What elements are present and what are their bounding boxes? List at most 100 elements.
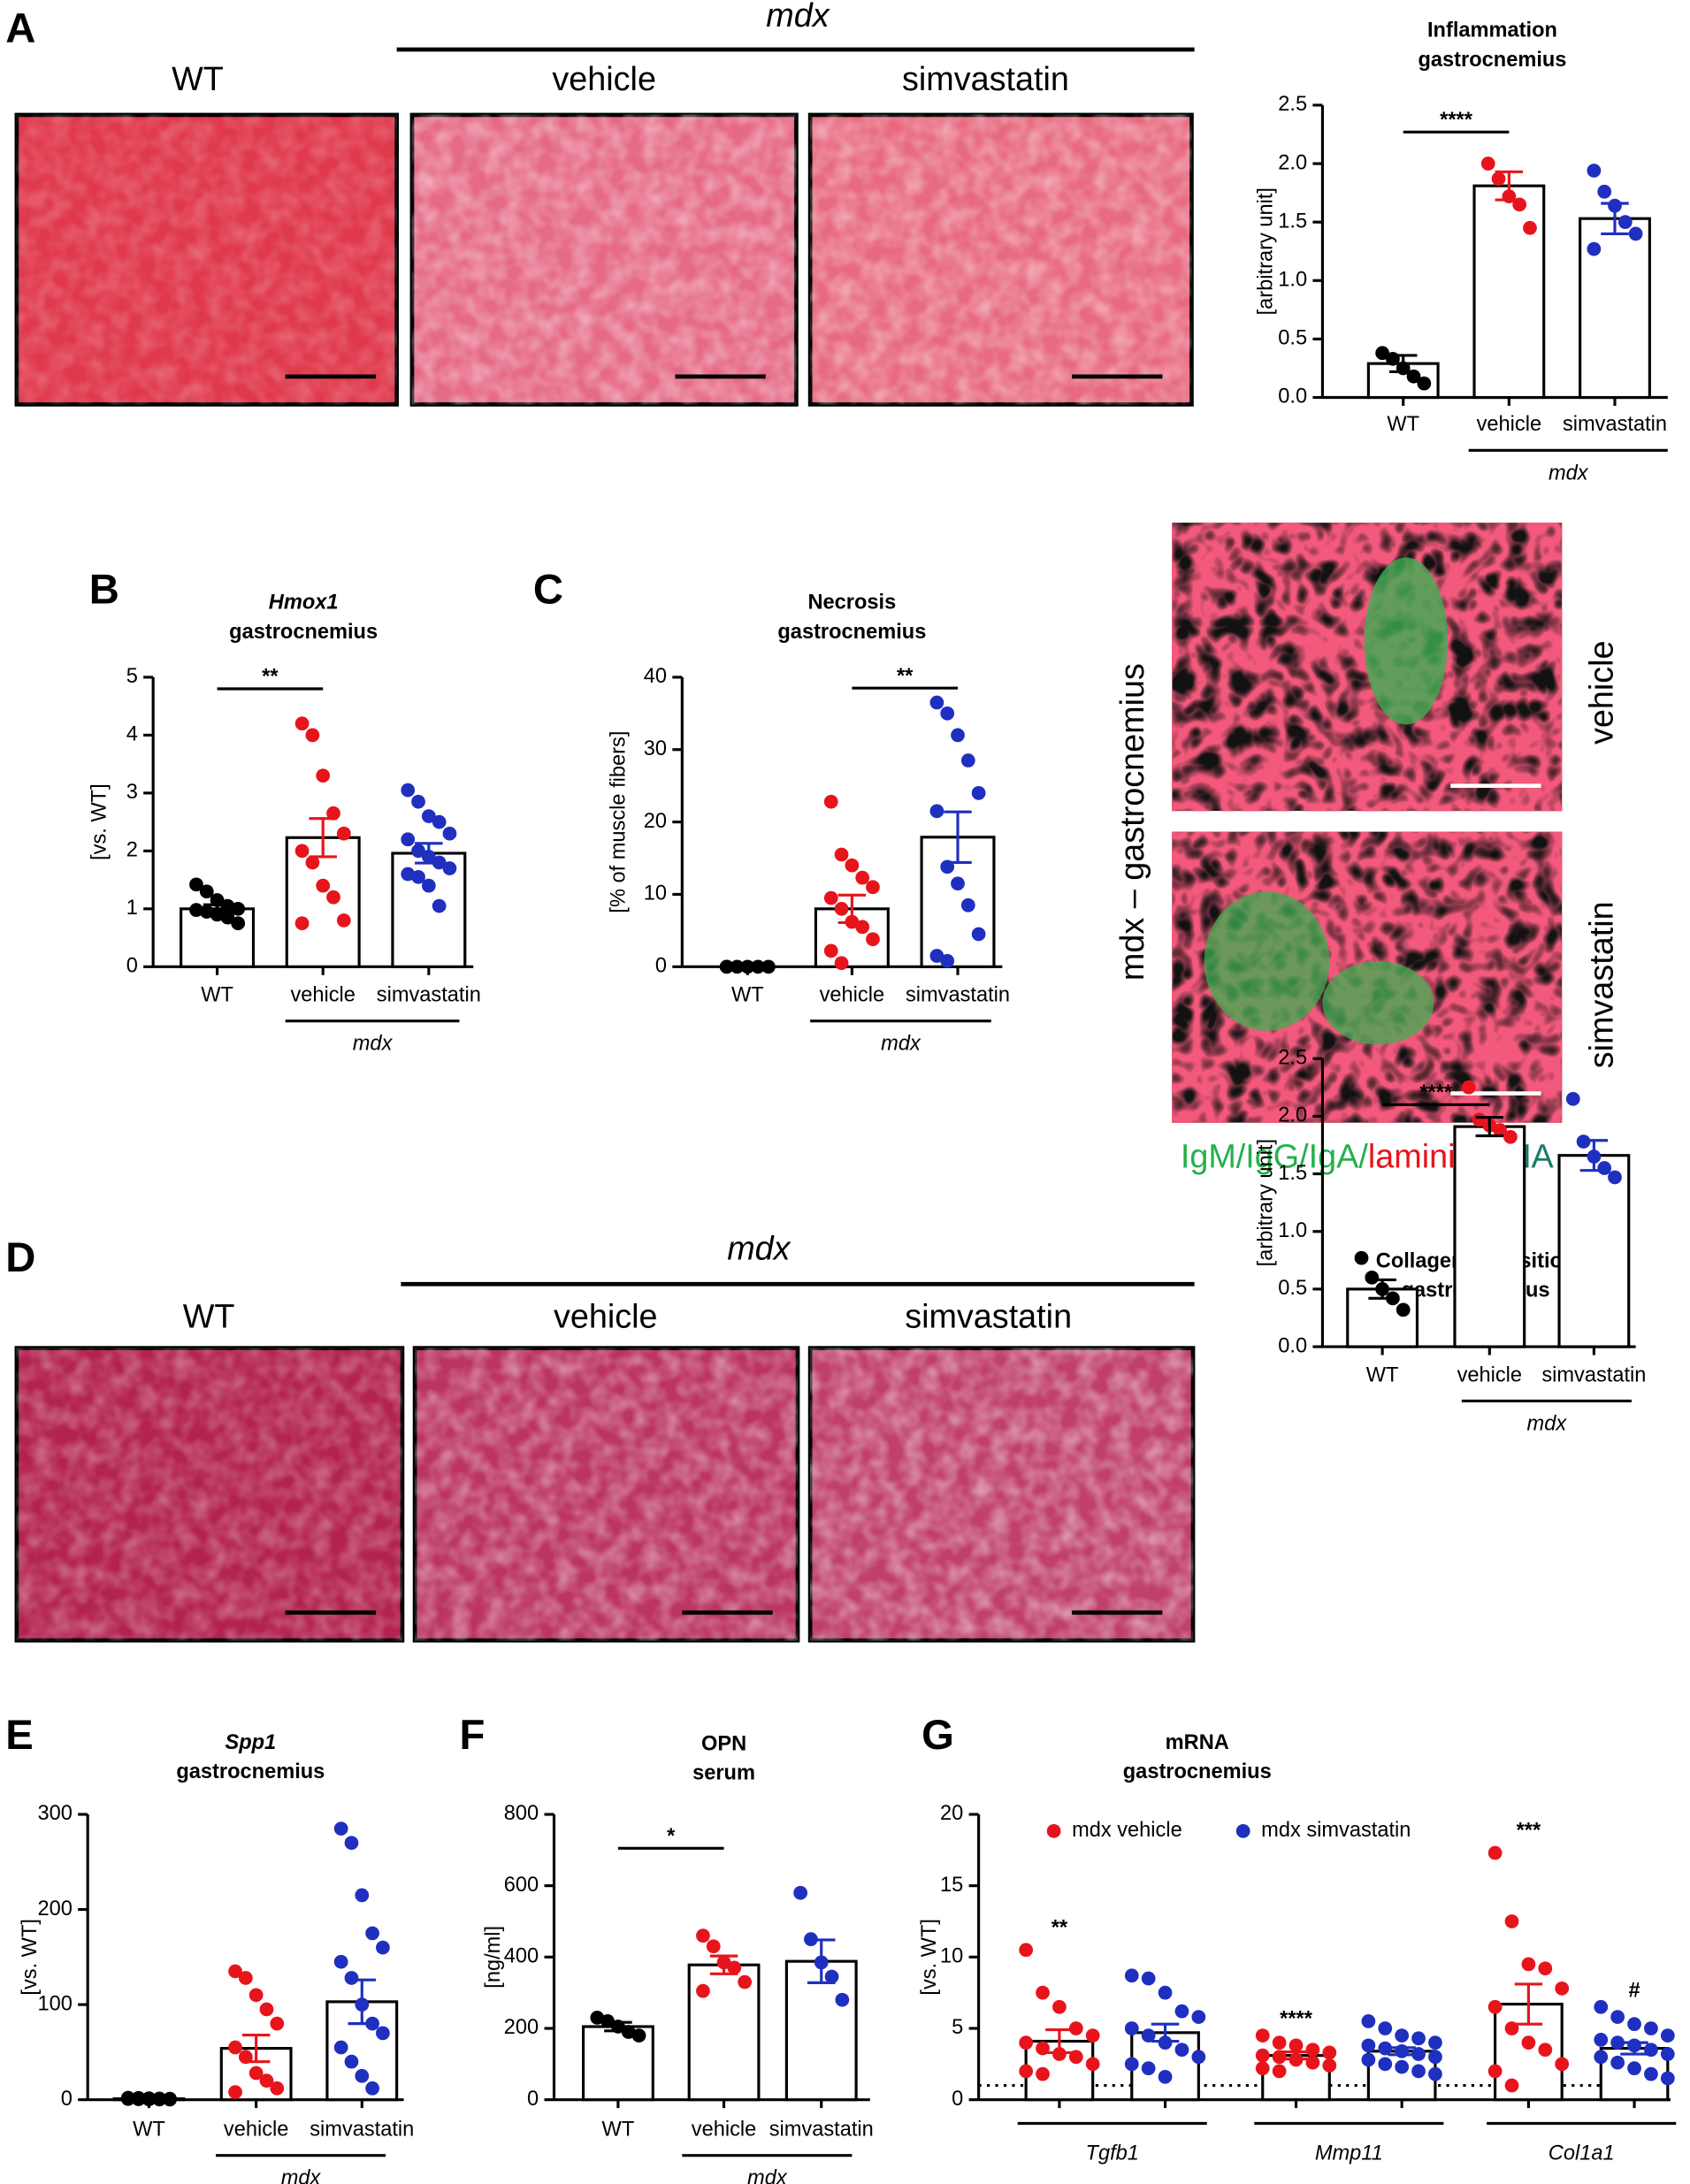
data-point	[738, 1974, 753, 1989]
data-point	[1141, 2061, 1156, 2076]
data-point	[1378, 2041, 1393, 2056]
error-bar	[1620, 2041, 1648, 2056]
data-point	[336, 826, 351, 841]
data-point	[1255, 2028, 1270, 2043]
data-point	[1036, 1985, 1050, 2000]
stain	[1364, 557, 1449, 725]
data-point	[1396, 1302, 1411, 1317]
data-point	[421, 878, 436, 893]
data-point	[1487, 2064, 1503, 2079]
x-tick-label: simvastatin	[377, 984, 481, 1007]
data-point	[971, 786, 986, 800]
image-texture	[810, 114, 1192, 405]
data-point	[1660, 2028, 1675, 2043]
image-label: simvastatin	[1583, 901, 1620, 1068]
data-point	[1322, 2058, 1337, 2073]
image-texture	[810, 1348, 1194, 1641]
data-point	[376, 2026, 390, 2041]
data-point	[401, 832, 416, 847]
y-axis-label: [% of muscle fibers]	[608, 731, 631, 913]
y-tick-label: 400	[504, 1945, 539, 1968]
x-tick-label: vehicle	[224, 2119, 289, 2142]
data-point	[1411, 2031, 1426, 2046]
data-point	[305, 855, 320, 870]
x-tick-label: simvastatin	[1563, 413, 1667, 436]
x-tick-label: WT	[731, 984, 764, 1007]
data-point	[1052, 2047, 1067, 2061]
data-point	[228, 2040, 242, 2055]
x-tick-label: Col1a1	[1549, 2142, 1615, 2165]
bar	[1346, 1287, 1419, 1348]
data-point	[231, 916, 246, 931]
y-axis-label: [vs. WT]	[918, 1919, 941, 1996]
data-point	[1124, 2021, 1139, 2035]
data-point	[1627, 2061, 1641, 2076]
data-point	[1411, 2064, 1426, 2079]
data-point	[316, 878, 331, 893]
image-label: WT	[183, 1299, 235, 1336]
y-tick-label: 1.0	[1278, 1219, 1307, 1242]
data-point	[1417, 376, 1432, 391]
data-point	[590, 2011, 605, 2025]
data-point	[1255, 2061, 1270, 2076]
data-point	[401, 867, 416, 882]
data-point	[1491, 172, 1506, 187]
data-point	[1503, 1129, 1518, 1144]
data-point	[1255, 2048, 1270, 2063]
data-point	[344, 2054, 359, 2069]
panel-label: E	[5, 1712, 34, 1759]
data-point	[411, 794, 425, 809]
bar	[1366, 2050, 1437, 2102]
y-tick-label: 30	[644, 737, 667, 760]
chart-subtitle: gastrocnemius	[229, 621, 378, 644]
data-point	[719, 959, 734, 974]
data-point	[1587, 164, 1602, 178]
data-point	[432, 814, 447, 829]
data-point	[696, 1983, 710, 1998]
data-point	[355, 2068, 370, 2083]
data-point	[120, 2091, 135, 2106]
x-tick-label: vehicle	[1477, 413, 1542, 436]
data-point	[834, 847, 849, 862]
image-label: WT	[172, 61, 224, 98]
data-point	[249, 1988, 264, 2003]
y-tick-label: 1.5	[1278, 210, 1307, 233]
y-tick-label: 10	[644, 882, 667, 905]
y-tick-label: 2	[126, 839, 138, 862]
y-tick-label: 1.0	[1278, 269, 1307, 292]
error-bar	[1388, 2046, 1416, 2057]
significance-label: **	[897, 665, 914, 688]
data-point	[1019, 1943, 1034, 1958]
image-texture	[411, 114, 797, 405]
data-point	[1395, 2059, 1410, 2074]
error-bar	[415, 842, 443, 865]
legend-label: mdx simvastatin	[1261, 1819, 1411, 1842]
group-label: mdx	[766, 0, 830, 34]
bar	[1557, 1154, 1631, 1348]
data-point	[835, 1992, 850, 2007]
data-point	[706, 1939, 721, 1954]
x-tick-label: WT	[201, 984, 233, 1007]
data-point	[1191, 2050, 1206, 2065]
group-label: mdx	[747, 2167, 788, 2184]
chart-title: OPN	[701, 1733, 746, 1756]
data-point	[1521, 1957, 1536, 1972]
error-bar	[309, 817, 337, 859]
error-bar	[134, 2096, 164, 2101]
data-point	[951, 728, 965, 743]
y-tick-label: 5	[952, 2016, 963, 2039]
data-point	[960, 753, 975, 767]
data-point	[696, 1928, 710, 1943]
data-point	[231, 901, 246, 916]
y-tick-label: 20	[644, 810, 667, 833]
data-point	[834, 901, 849, 916]
data-point	[1617, 215, 1633, 230]
data-point	[1085, 2057, 1100, 2072]
data-point	[929, 949, 944, 963]
data-point	[793, 1885, 807, 1900]
bar	[1472, 184, 1546, 400]
image-label: vehicle	[552, 61, 656, 98]
data-point	[1587, 241, 1602, 256]
error-bar	[241, 2033, 271, 2064]
panel-label: D	[5, 1234, 35, 1281]
